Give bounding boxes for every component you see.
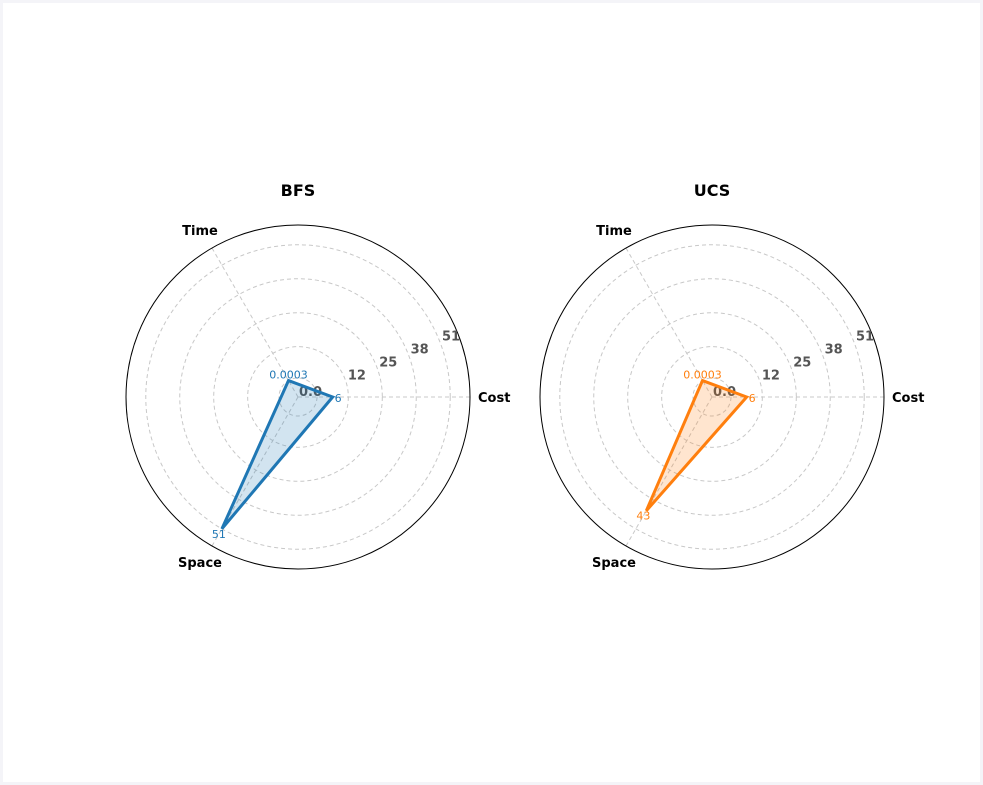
axis-label-space: Space: [592, 556, 636, 571]
grid-ring: [179, 278, 417, 516]
data-label: 0.0003: [269, 369, 308, 382]
radial-tick-label: 0.0: [299, 385, 322, 400]
data-label: 6: [335, 392, 342, 405]
polar-frame: [125, 224, 471, 570]
radial-tick-label: 12: [348, 369, 366, 384]
grid-ring: [692, 377, 732, 417]
radial-tick-label: 51: [442, 330, 460, 345]
axis-label-cost: Cost: [478, 391, 510, 406]
grid-ring: [145, 244, 451, 550]
radar-panel-ucs: 0.0 12 25 38 51 Cost Time Space 6 0.0003 43 UCS: [539, 181, 924, 571]
radial-tick-label: 51: [856, 330, 874, 345]
series-area: [220, 378, 336, 530]
data-label: 43: [636, 510, 650, 523]
data-label: 51: [212, 528, 226, 541]
axis-label-cost: Cost: [892, 391, 924, 406]
grid-ring: [559, 244, 865, 550]
axis-label-space: Space: [178, 556, 222, 571]
radial-tick-label: 25: [793, 356, 811, 371]
axis-label-time: Time: [182, 224, 218, 239]
radial-tick-label: 12: [762, 369, 780, 384]
series-area: [644, 378, 750, 512]
grid-spoke: [211, 247, 299, 398]
chart-title: UCS: [694, 181, 731, 200]
radar-charts: 0.0 12 25 38 51 Cost Time Space 6 0.0003 51 BFS 0.0 1…: [125, 181, 924, 571]
radial-tick-label: 25: [379, 356, 397, 371]
radar-panel-bfs: 0.0 12 25 38 51 Cost Time Space 6 0.0003 51 BFS: [125, 181, 510, 571]
radial-tick-label: 38: [411, 343, 429, 358]
grid-spoke: [625, 396, 713, 547]
grid-ring: [593, 278, 831, 516]
figure: 0.0 12 25 38 51 Cost Time Space 6 0.0003 51 BFS 0.0 1…: [3, 3, 980, 782]
axis-label-time: Time: [596, 224, 632, 239]
data-label: 6: [749, 392, 756, 405]
data-label: 0.0003: [683, 369, 722, 382]
grid-spoke: [625, 247, 713, 398]
radial-tick-label: 0.0: [713, 385, 736, 400]
chart-title: BFS: [281, 181, 316, 200]
polar-frame: [539, 224, 885, 570]
grid-ring: [278, 377, 318, 417]
radial-tick-label: 38: [825, 343, 843, 358]
